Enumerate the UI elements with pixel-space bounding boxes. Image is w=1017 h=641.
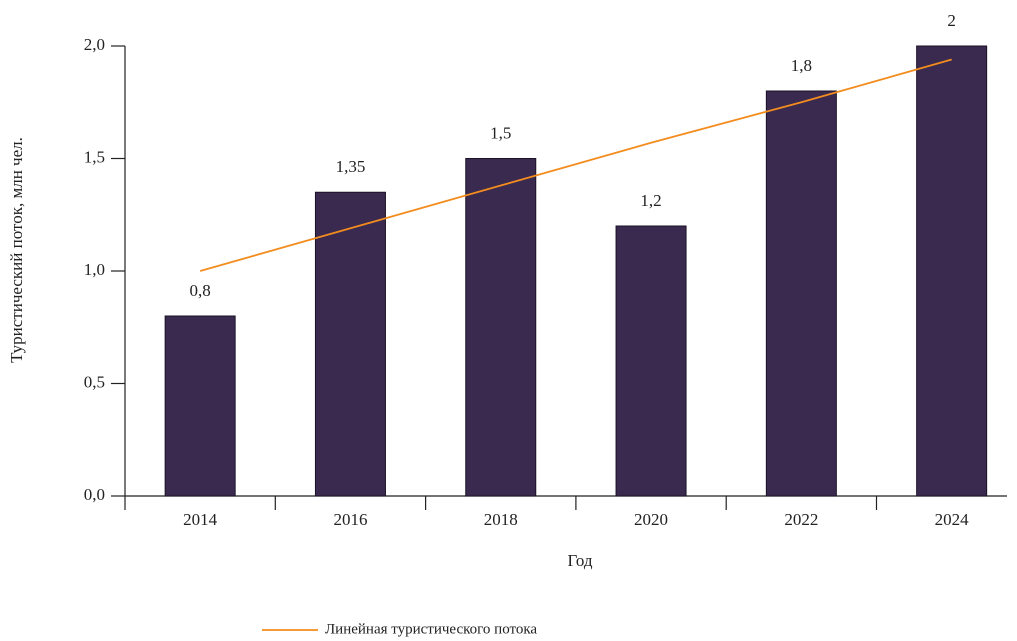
y-tick-label: 0,5 (84, 372, 105, 391)
y-tick-label: 1,5 (84, 147, 105, 166)
value-label: 0,8 (190, 281, 211, 300)
trend-line (199, 58, 952, 272)
bar (765, 90, 837, 497)
x-tick-label: 2024 (935, 510, 970, 529)
value-label: 1,5 (490, 123, 511, 142)
bar (465, 158, 537, 497)
x-tick-label: 2020 (634, 510, 668, 529)
x-tick-label: 2022 (784, 510, 818, 529)
x-axis-title: Год (568, 551, 593, 570)
x-tick-label: 2014 (183, 510, 218, 529)
y-tick-label: 1,0 (84, 260, 105, 279)
value-label: 1,35 (336, 157, 366, 176)
bar (615, 225, 687, 497)
value-label: 2 (947, 11, 956, 30)
x-tick-label: 2018 (484, 510, 518, 529)
bar (164, 315, 236, 497)
y-tick-label: 2,0 (84, 35, 105, 54)
bar (916, 45, 988, 497)
x-tick-label: 2016 (333, 510, 367, 529)
y-axis-title: Туристический поток, млн чел. (7, 137, 26, 363)
bar (314, 191, 386, 497)
value-label: 1,8 (791, 56, 812, 75)
y-tick-label: 0,0 (84, 485, 105, 504)
legend-label: Линейная туристического потока (325, 621, 537, 637)
value-label: 1,2 (640, 191, 661, 210)
